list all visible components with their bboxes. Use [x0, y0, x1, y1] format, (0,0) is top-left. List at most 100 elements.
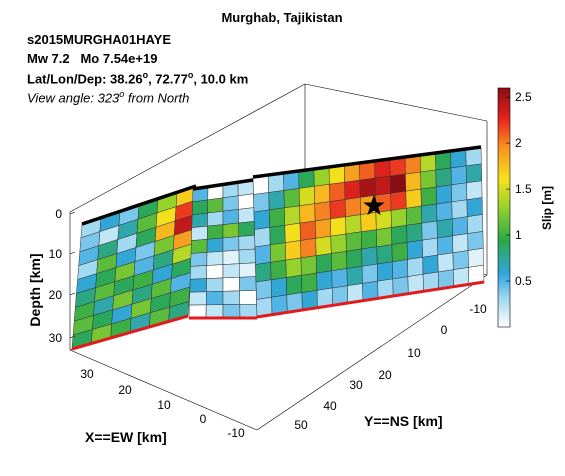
box-back-edge-top-right	[304, 83, 488, 122]
z-tick-mark	[69, 211, 76, 215]
slip-patch	[301, 272, 318, 293]
slip-patch	[239, 290, 257, 305]
slip-patch	[270, 259, 287, 281]
slip-patch	[376, 227, 393, 248]
fault-bottom-edge	[71, 314, 189, 351]
colorbar-tick-label: 0.5	[515, 274, 532, 288]
x-tick-label: 10	[157, 398, 171, 412]
slip-patch	[376, 261, 394, 282]
slip-patch	[189, 291, 207, 306]
y-tick-label: 40	[323, 399, 337, 413]
latitude: Lat/Lon/Dep: 38.26	[27, 71, 143, 87]
slip-patch	[253, 192, 270, 213]
slip-patch	[450, 165, 467, 186]
slip-patch	[222, 209, 239, 225]
chart-title: Murghab, Tajikistan	[221, 10, 342, 25]
slip-patch	[345, 214, 362, 235]
colorbar-tick-label: 2	[515, 136, 522, 150]
slip-patch	[331, 251, 348, 272]
slip-patch	[452, 250, 469, 270]
z-tick-label: 10	[49, 247, 63, 261]
slip-patch	[269, 225, 286, 246]
slip-patch	[205, 291, 224, 306]
slip-patch	[346, 266, 363, 287]
magnitude-line: Mw 7.2 Mo 7.54e+19	[27, 51, 157, 66]
y-tick-label: 20	[378, 368, 392, 382]
slip-patch	[253, 209, 270, 230]
slip-patch	[283, 188, 300, 209]
x-axis-line	[69, 349, 258, 431]
y-tick-label: 10	[407, 346, 421, 360]
y-tick-label: -10	[469, 302, 487, 316]
slip-patch	[451, 199, 468, 220]
slip-patch	[207, 210, 224, 227]
slip-patch	[422, 254, 439, 275]
slip-patch	[421, 220, 438, 241]
slip-patch	[300, 238, 317, 259]
degree-mark: o	[142, 70, 149, 80]
z-tick-mark	[69, 251, 76, 255]
slip-patch	[254, 244, 271, 265]
colorbar-label: Slip [m]	[540, 186, 554, 230]
x-tick-label: 0	[200, 412, 207, 426]
slip-patch	[284, 205, 301, 226]
slip-patch	[467, 214, 484, 234]
slip-patch	[391, 225, 408, 245]
view-angle-suffix: from North	[124, 90, 190, 106]
slip-patch	[315, 235, 332, 256]
slip-patch	[255, 262, 272, 283]
fault-top-edge	[252, 145, 482, 179]
slip-patch	[222, 236, 240, 252]
slip-patch	[268, 207, 286, 228]
hypocenter-star-icon	[363, 194, 385, 216]
slip-patch	[390, 190, 407, 211]
slip-patch	[188, 304, 207, 319]
slip-patch	[191, 225, 208, 241]
view-angle-line: View angle: 323o from North	[27, 89, 189, 105]
slip-patch	[421, 203, 438, 224]
slip-patch	[467, 231, 484, 251]
degree-mark: o	[119, 89, 125, 99]
colorbar-tick-label: 2.5	[515, 90, 532, 104]
slip-patch	[285, 257, 302, 278]
y-axis-line	[256, 274, 488, 431]
fault-top-edge	[192, 178, 254, 191]
slip-patch	[390, 208, 407, 228]
slip-patch	[421, 237, 439, 258]
slip-patch	[255, 279, 272, 300]
slip-patch	[189, 278, 207, 293]
slip-patch	[391, 242, 408, 263]
slip-patch	[374, 175, 391, 196]
slip-patch	[314, 201, 331, 222]
slip-patch	[238, 248, 256, 264]
event-id: s2015MURGHA01HAYE	[27, 32, 172, 47]
slip-patch	[330, 233, 347, 254]
slip-patch	[344, 179, 361, 200]
z-axis-label: Depth [km]	[27, 253, 43, 326]
z-tick-label: 0	[55, 207, 62, 221]
slip-patch	[254, 227, 271, 248]
slip-patch	[346, 248, 363, 269]
slip-patch	[451, 182, 468, 203]
z-tick-label: 20	[49, 288, 63, 302]
moment: Mo 7.54e+19	[80, 51, 158, 66]
slip-patch	[206, 251, 224, 266]
slip-patch	[361, 246, 378, 267]
slip-patch	[392, 259, 409, 280]
slip-patch	[206, 224, 224, 240]
slip-patch	[389, 173, 407, 194]
slip-patch	[406, 205, 423, 226]
view-angle: View angle: 323	[27, 90, 120, 106]
slip-patch	[190, 239, 208, 254]
slip-patch	[206, 237, 224, 253]
slip-patch	[206, 264, 224, 279]
slip-patch	[466, 197, 483, 217]
slip-patch	[437, 235, 454, 256]
colorbar-ticks: 0.5 1 1.5 2 2.5	[506, 90, 532, 288]
slip-patch	[329, 182, 346, 202]
slip-patch	[407, 257, 424, 277]
x-tick-label: 30	[80, 367, 94, 381]
colorbar-tick-label: 1.5	[515, 182, 532, 196]
y-axis-label: Y==NS [km]	[364, 413, 443, 429]
slip-patch	[300, 255, 317, 276]
